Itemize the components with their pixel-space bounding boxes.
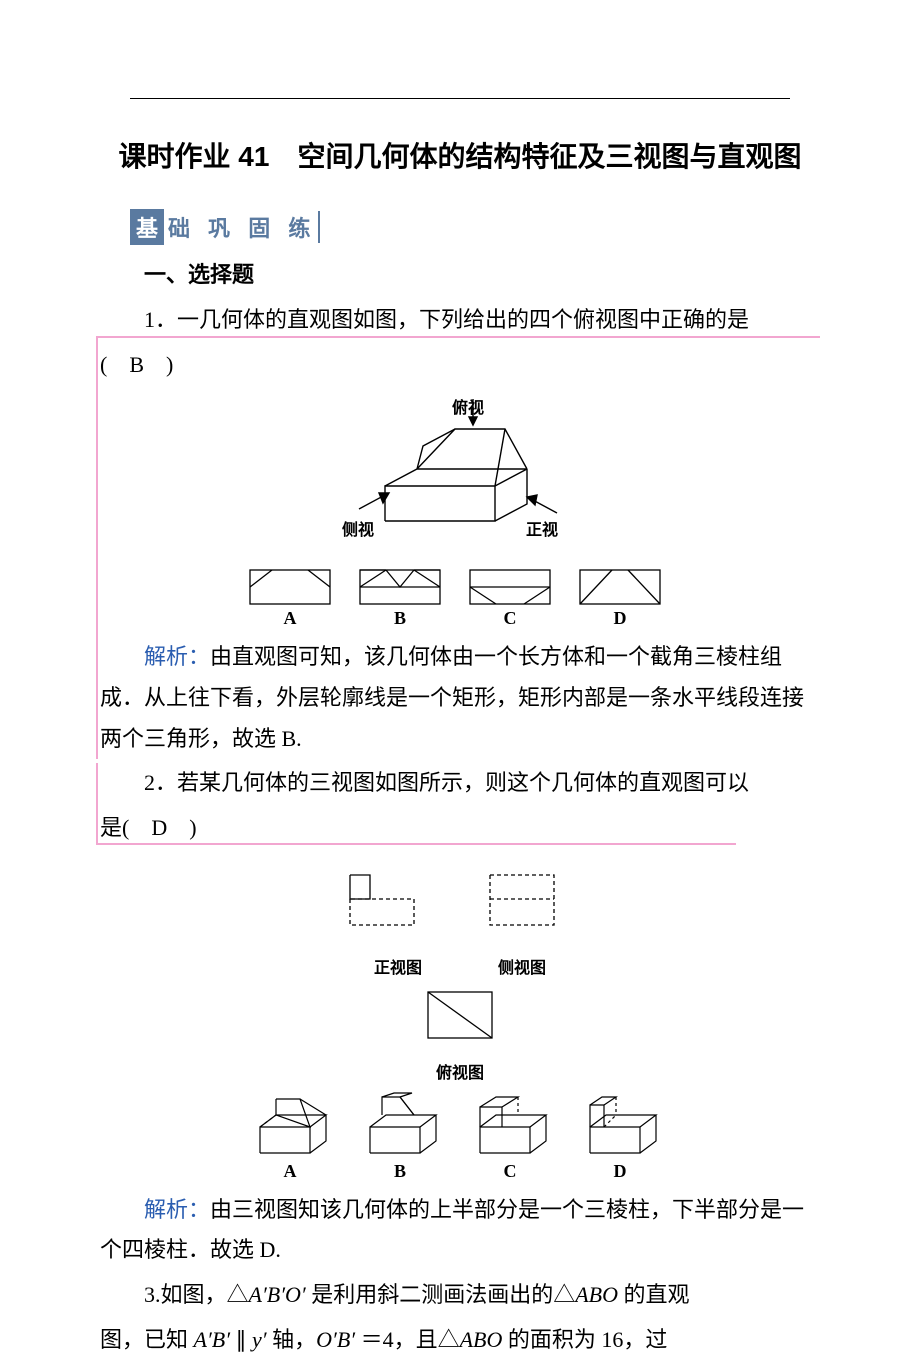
worksheet-title: 课时作业 41 空间几何体的结构特征及三视图与直观图 bbox=[100, 130, 820, 183]
choice-heading: 一、选择题 bbox=[100, 255, 820, 296]
explain-label: 解析： bbox=[144, 644, 210, 669]
q3-yprime: y′ bbox=[252, 1327, 267, 1352]
q1-stem-a: 1．一几何体的直观图如图，下列给出的四个俯视图中正确的是 bbox=[100, 300, 820, 341]
q2-highlight-left bbox=[96, 763, 98, 845]
q3-line2: 图，已知 A′B′ ∥ y′ 轴，O′B′ ＝4，且△ABO 的面积为 16，过 bbox=[100, 1320, 820, 1360]
q2-stem-a: 2．若某几何体的三视图如图所示，则这个几何体的直观图可以 bbox=[100, 763, 820, 804]
q2-label-front: 正视图 bbox=[338, 954, 458, 978]
badge-rest: 础 巩 固 练 bbox=[164, 211, 320, 243]
svg-text:B: B bbox=[394, 1161, 406, 1181]
svg-text:A: A bbox=[284, 1161, 297, 1181]
q3-l2-c: 轴， bbox=[267, 1327, 317, 1352]
svg-text:D: D bbox=[614, 608, 627, 628]
badge-first-char: 基 bbox=[130, 209, 164, 245]
page: 课时作业 41 空间几何体的结构特征及三视图与直观图 基础 巩 固 练 一、选择… bbox=[0, 0, 920, 1302]
q1-explain: 解析：由直观图可知，该几何体由一个长方体和一个截角三棱柱组成．从上往下看，外层轮… bbox=[100, 637, 820, 759]
q3-l1-mid: 是利用斜二测画法画出的△ bbox=[306, 1282, 576, 1307]
q3-l2-a: 图，已知 bbox=[100, 1327, 194, 1352]
q1-isometric: 俯视 侧视 正视 bbox=[100, 391, 820, 556]
q3-l2-d: ＝4，且△ bbox=[355, 1327, 460, 1352]
q1-stem-b: ( B ) bbox=[100, 345, 820, 386]
q2-answer: D bbox=[151, 815, 167, 840]
q3-ABOprime: A′B′O′ bbox=[249, 1282, 306, 1307]
q3-OBprime: O′B′ bbox=[316, 1327, 355, 1352]
q2-options: A B C D bbox=[100, 1087, 820, 1188]
q2-highlight-bottom bbox=[96, 843, 736, 845]
q1-label-left: 侧视 bbox=[342, 516, 374, 540]
q3-l2-e: 的面积为 16，过 bbox=[502, 1327, 667, 1352]
q2-label-top: 俯视图 bbox=[436, 1065, 484, 1082]
svg-text:D: D bbox=[614, 1161, 627, 1181]
top-rule bbox=[130, 98, 790, 99]
q2-explain-label: 解析： bbox=[144, 1197, 210, 1222]
svg-text:B: B bbox=[394, 608, 406, 628]
q2-explain: 解析：由三视图知该几何体的上半部分是一个三棱柱，下半部分是一个四棱柱．故选 D. bbox=[100, 1190, 820, 1271]
q3-l1-suf: 的直观 bbox=[618, 1282, 690, 1307]
q3-ABO2: ABO bbox=[460, 1327, 503, 1352]
q3-parallel: ∥ bbox=[236, 1327, 247, 1352]
q2-three-views: 正视图 侧视图 俯视图 bbox=[100, 855, 820, 1083]
highlight-left bbox=[96, 336, 98, 759]
q1-answer: B bbox=[129, 352, 144, 377]
q3-ABO: ABO bbox=[575, 1282, 618, 1307]
highlight-corner bbox=[818, 336, 820, 338]
q2-label-side: 侧视图 bbox=[462, 954, 582, 978]
q3-ABprime: A′B′ bbox=[194, 1327, 231, 1352]
highlight-top bbox=[96, 336, 820, 338]
q1-label-right: 正视 bbox=[526, 516, 558, 540]
q1-options: A B C D bbox=[100, 560, 820, 635]
svg-text:C: C bbox=[504, 608, 517, 628]
svg-text:C: C bbox=[504, 1161, 517, 1181]
q1-label-top: 俯视 bbox=[452, 394, 484, 418]
svg-text:A: A bbox=[284, 608, 297, 628]
q3-line1: 3.如图，△A′B′O′ 是利用斜二测画法画出的△ABO 的直观 bbox=[100, 1275, 820, 1316]
q3-l1-pre: 3.如图，△ bbox=[144, 1282, 249, 1307]
section-badge: 基础 巩 固 练 bbox=[130, 209, 320, 245]
